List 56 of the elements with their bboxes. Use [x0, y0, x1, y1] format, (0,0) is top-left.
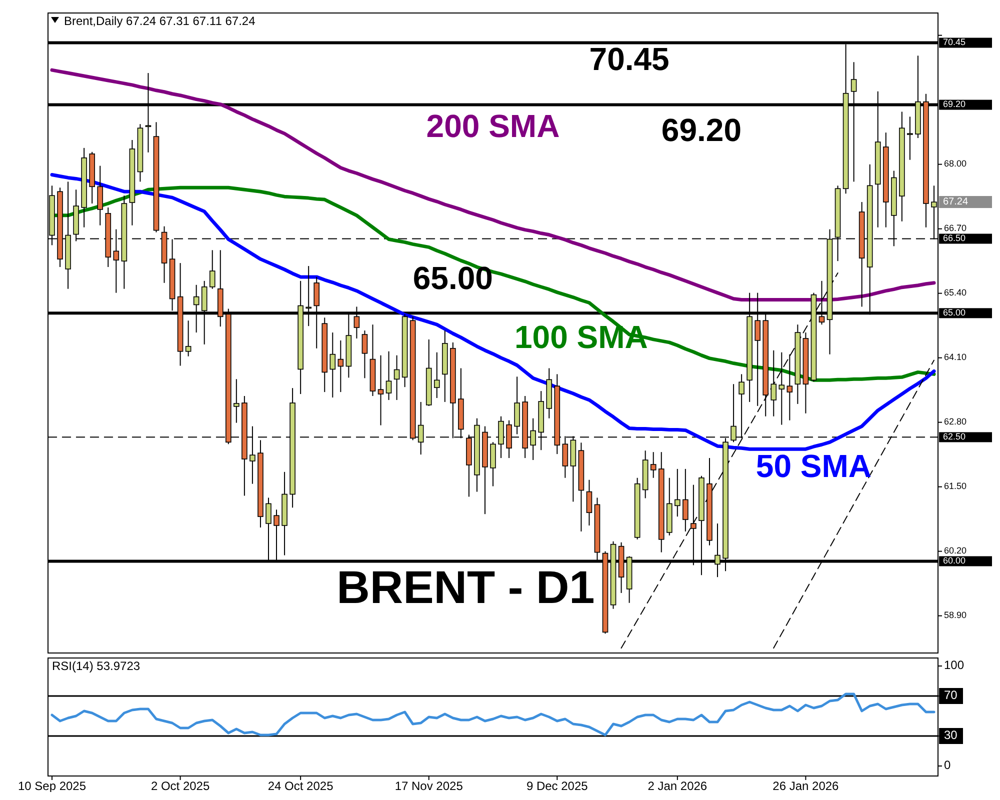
candlestick	[490, 442, 496, 487]
candlestick	[378, 354, 384, 426]
y-tick-label: 64.10	[944, 352, 967, 362]
chart-title: RSI(14) 53.9723	[52, 659, 140, 673]
y-tick-label: 100	[944, 658, 964, 672]
y-tick-label: 65.40	[944, 288, 967, 298]
x-tick-label: 2 Oct 2025	[150, 779, 210, 793]
y-tick-label: 58.90	[944, 610, 967, 620]
candlestick	[770, 350, 777, 417]
candlestick	[586, 479, 592, 526]
y-tick-label: 30	[944, 728, 958, 742]
ref-line-label: 60.00	[943, 556, 966, 566]
ref-line-label: 65.00	[943, 308, 966, 318]
line-series	[50, 692, 936, 736]
candlestick	[674, 468, 680, 518]
candlestick	[330, 332, 336, 398]
candlestick	[209, 250, 216, 290]
candlestick	[786, 354, 793, 421]
ref-line-label: 69.20	[943, 99, 966, 110]
annotation: BRENT - D1	[336, 561, 595, 614]
y-tick-label: 61.50	[944, 481, 967, 492]
x-tick-label: 17 Nov 2025	[394, 779, 464, 793]
series-label: 200 SMA	[426, 108, 560, 144]
ref-line-label: 62.50	[943, 432, 966, 442]
candlestick	[338, 340, 344, 393]
candlestick	[394, 354, 400, 400]
candlestick	[650, 452, 656, 478]
candlestick	[386, 350, 392, 400]
y-tick-label: 62.80	[944, 416, 967, 427]
candlestick	[234, 378, 240, 424]
candlestick	[362, 330, 368, 379]
candlestick	[97, 165, 104, 226]
chart-title: Brent,Daily 67.24 67.31 67.11 67.24	[64, 14, 256, 28]
candlestick	[185, 320, 192, 357]
y-tick-label: 66.70	[944, 223, 967, 234]
ref-line-label: 66.50	[943, 233, 966, 244]
x-tick-label: 26 Jan 2026	[772, 779, 840, 793]
ref-line-label: 70.45	[943, 37, 966, 48]
text: 67.24	[943, 196, 968, 208]
line-series	[50, 172, 936, 451]
candlestick	[778, 352, 785, 426]
annotation: 70.45	[589, 40, 670, 77]
y-tick-label: 70	[944, 688, 958, 702]
y-tick-label: 0	[944, 758, 951, 772]
candlestick	[907, 116, 913, 160]
candlestick	[682, 468, 688, 532]
y-tick-label: 68.00	[944, 158, 967, 169]
x-tick-label: 2 Jan 2026	[648, 779, 708, 793]
series-label: 50 SMA	[756, 448, 872, 484]
candlestick	[514, 376, 520, 435]
candlestick	[434, 352, 440, 398]
x-tick-label: 9 Dec 2025	[526, 779, 588, 793]
y-tick-label: 60.20	[944, 546, 967, 556]
x-tick-label: 24 Oct 2025	[268, 779, 334, 793]
annotation: 65.00	[412, 260, 493, 296]
annotation: 69.20	[661, 112, 742, 148]
